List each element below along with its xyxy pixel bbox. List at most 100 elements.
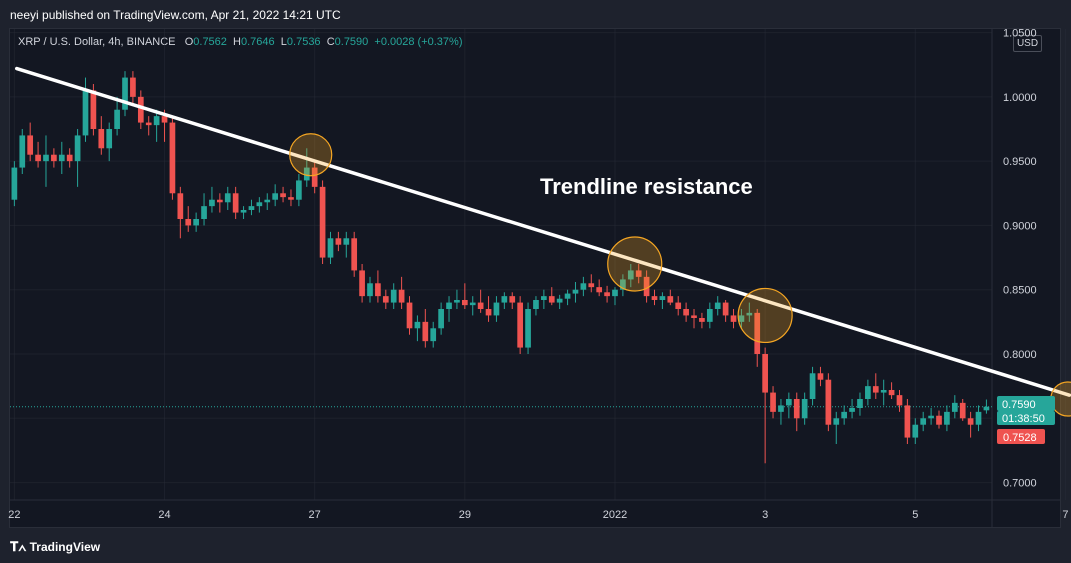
- candle-up: [272, 193, 279, 200]
- x-tick-label: 2022: [603, 509, 627, 521]
- candle-up: [801, 399, 808, 419]
- candle-up: [533, 300, 539, 309]
- ohlc-close: 0.7590: [334, 36, 369, 48]
- candle-up: [706, 309, 713, 322]
- x-tick-label: 3: [762, 509, 768, 521]
- symbol-legend: XRP / U.S. Dollar, 4h, BINANCE O0.7562 H…: [18, 36, 463, 48]
- time-axis: 22 24 27 29 2022 3 5 7: [8, 509, 1068, 521]
- x-tick-label: 29: [459, 509, 471, 521]
- y-tick-label: 0.9500: [1003, 156, 1037, 168]
- candle-up: [454, 300, 460, 303]
- candle-down: [604, 292, 610, 297]
- ohlc-h-label: H: [233, 36, 241, 48]
- candle-up: [248, 206, 255, 210]
- candle-up: [430, 328, 437, 342]
- candle-down: [683, 309, 689, 316]
- published-info: neeyi published on TradingView.com, Apr …: [10, 8, 341, 22]
- candle-down: [477, 302, 484, 309]
- candle-up: [912, 424, 919, 438]
- candle-down: [588, 283, 595, 288]
- y-tick-label: 0.9000: [1003, 220, 1037, 232]
- candle-down: [817, 373, 824, 380]
- candle-up: [438, 309, 444, 329]
- candle-up: [501, 296, 508, 303]
- chart-frame[interactable]: [9, 28, 1061, 528]
- candle-down: [509, 296, 516, 303]
- candle-up: [556, 298, 563, 303]
- x-tick-label: 22: [8, 509, 20, 521]
- candle-up: [849, 408, 855, 412]
- candle-up: [944, 411, 950, 425]
- candle-down: [335, 238, 342, 245]
- candle-up: [951, 402, 958, 412]
- candle-up: [928, 415, 934, 419]
- touch-circle: [607, 236, 663, 292]
- currency-badge[interactable]: USD: [1013, 35, 1042, 52]
- candle-up: [564, 293, 571, 299]
- candle-up: [303, 167, 310, 181]
- y-tick-label: 1.0000: [1003, 92, 1037, 104]
- candle-up: [857, 399, 863, 408]
- candle-up: [469, 302, 476, 306]
- candle-up: [264, 199, 271, 203]
- candle-down: [596, 287, 603, 293]
- trendline[interactable]: [14, 66, 1071, 397]
- ohlc-l-label: L: [280, 36, 287, 48]
- candle-down: [959, 402, 966, 419]
- candle-up: [620, 279, 626, 290]
- candle-down: [651, 296, 658, 300]
- candle-up: [714, 302, 721, 309]
- countdown-label: 01:38:50: [1002, 413, 1045, 425]
- candle-up: [572, 289, 579, 294]
- candle-down: [406, 302, 413, 329]
- ohlc-change: +0.0028 (+0.37%): [374, 36, 463, 48]
- low-price-badge: [997, 429, 1045, 444]
- candles: [11, 71, 990, 464]
- candle-up: [193, 219, 199, 226]
- y-tick-label: 1.0500: [1003, 28, 1037, 40]
- candle-up: [256, 202, 263, 207]
- ohlc-o-label: O: [184, 36, 194, 48]
- candle-down: [635, 270, 642, 277]
- candle-down: [722, 302, 729, 316]
- ohlc-low: 0.7536: [286, 36, 321, 48]
- candle-down: [169, 122, 176, 194]
- candle-down: [145, 122, 152, 126]
- candle-up: [865, 386, 871, 399]
- candle-down: [691, 315, 697, 318]
- candle-down: [770, 392, 776, 412]
- candle-up: [201, 206, 207, 219]
- y-tick-label: 0.8500: [1003, 285, 1037, 297]
- candle-up: [738, 315, 745, 322]
- candle-up: [841, 411, 848, 419]
- candle-down: [359, 270, 365, 297]
- candle-up: [19, 135, 26, 168]
- candle-down: [177, 193, 184, 219]
- candle-up: [920, 418, 927, 425]
- candle-down: [754, 312, 761, 354]
- y-tick-label: 0.8000: [1003, 349, 1037, 361]
- touch-circle: [289, 133, 333, 177]
- candle-down: [351, 238, 358, 271]
- candle-down: [35, 154, 41, 162]
- last-price-label: 0.7590: [1002, 399, 1036, 411]
- candle-up: [659, 296, 666, 300]
- candle-down: [216, 199, 223, 203]
- candle-down: [137, 96, 144, 123]
- x-tick-label: 5: [912, 509, 918, 521]
- candle-up: [612, 289, 618, 297]
- candle-down: [699, 318, 705, 322]
- symbol-title[interactable]: XRP / U.S. Dollar, 4h, BINANCE: [18, 36, 176, 48]
- y-tick-label: 0.7000: [1003, 478, 1037, 490]
- candle-up: [106, 129, 113, 149]
- candle-up: [833, 418, 840, 425]
- candle-down: [643, 276, 650, 297]
- tradingview-brand[interactable]: 𝐓∧ TradingView: [10, 539, 100, 555]
- candle-down: [90, 90, 97, 129]
- candle-up: [74, 135, 81, 162]
- candle-down: [967, 418, 974, 425]
- candle-down: [422, 321, 429, 342]
- ohlc-c-label: C: [326, 36, 335, 48]
- candle-down: [904, 405, 911, 438]
